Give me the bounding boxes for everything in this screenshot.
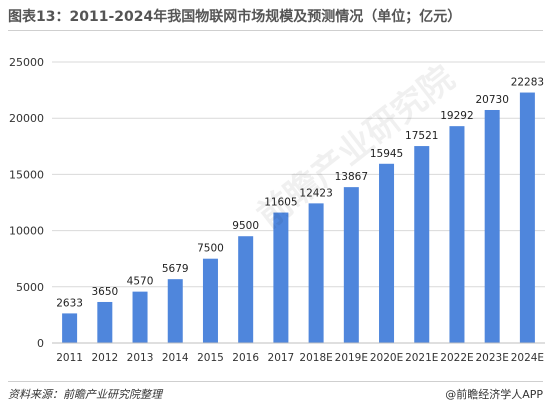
credit-note: @前瞻经济学人APP — [445, 388, 543, 401]
title-divider — [8, 30, 543, 31]
bar — [238, 236, 254, 343]
chart-title: 图表13：2011-2024年我国物联网市场规模及预测情况（单位；亿元） — [8, 9, 462, 25]
x-tick-label: 2015 — [197, 352, 224, 364]
bar — [97, 301, 113, 343]
y-tick-label: 20000 — [9, 112, 44, 125]
x-tick-label: 2023E — [475, 352, 508, 364]
x-tick-label: 2021E — [405, 352, 438, 364]
footer-divider — [8, 381, 543, 382]
x-tick-label: 2022E — [440, 352, 473, 364]
x-tick-label: 2012 — [91, 352, 118, 364]
x-tick-label: 2014 — [162, 352, 189, 364]
data-label: 15945 — [370, 148, 403, 160]
data-labels: 2633365045705679750095001160512423138671… — [56, 77, 544, 310]
x-axis-tick-labels: 2011 2012 2013 2014 2015 2016 2017 2018E 2019E 20… — [56, 352, 544, 364]
source-note: 资料来源：前瞻产业研究院整理 — [8, 388, 162, 401]
bar — [62, 313, 78, 343]
data-label: 12423 — [299, 187, 332, 199]
x-tick-label: 2020E — [370, 352, 403, 364]
y-tick-label: 10000 — [9, 225, 44, 238]
x-tick-label: 2013 — [127, 352, 154, 364]
x-tick-label: 2016 — [232, 352, 259, 364]
x-tick-label: 2018E — [299, 352, 332, 364]
bar — [273, 212, 289, 343]
bar — [414, 146, 430, 343]
data-label: 7500 — [197, 243, 224, 255]
data-label: 11605 — [264, 197, 297, 209]
bar — [484, 109, 500, 343]
bar — [202, 258, 218, 343]
gridlines — [52, 61, 545, 288]
y-tick-label: 0 — [37, 337, 44, 350]
bar — [449, 126, 465, 343]
bar — [519, 92, 535, 343]
x-tick-label: 2019E — [335, 352, 368, 364]
data-label: 2633 — [56, 297, 83, 309]
y-tick-label: 5000 — [16, 281, 44, 294]
data-label: 19292 — [440, 110, 473, 122]
data-label: 4570 — [127, 276, 154, 288]
x-tick-label: 2017 — [268, 352, 295, 364]
data-label: 17521 — [405, 130, 438, 142]
x-tick-label: 2011 — [56, 352, 83, 364]
data-label: 22283 — [511, 77, 544, 89]
bar — [379, 163, 395, 343]
data-label: 13867 — [335, 171, 368, 183]
bars — [62, 92, 535, 343]
y-tick-label: 15000 — [9, 168, 44, 181]
bar — [308, 203, 324, 343]
data-label: 3650 — [91, 286, 118, 298]
bar — [167, 279, 183, 343]
y-axis-tick-labels: 0 5000 10000 15000 20000 25000 — [9, 56, 44, 350]
data-label: 5679 — [162, 263, 189, 275]
bar — [132, 291, 148, 343]
bar — [343, 187, 359, 343]
y-tick-label: 25000 — [9, 56, 44, 69]
data-label: 9500 — [232, 220, 259, 232]
data-label: 20730 — [475, 94, 508, 106]
x-tick-label: 2024E — [511, 352, 544, 364]
